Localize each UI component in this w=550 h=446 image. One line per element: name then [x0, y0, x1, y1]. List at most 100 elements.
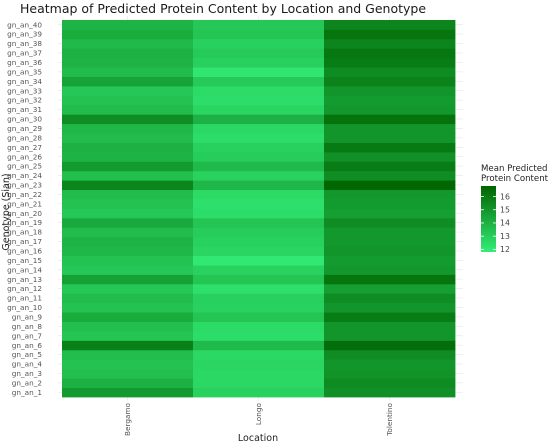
- y-tick-gn_an_31: gn_an_31: [7, 105, 42, 114]
- cell-Longo-gn_an_27: [193, 142, 325, 153]
- cell-Tolentino-gn_an_31: [324, 104, 456, 115]
- x-tick-Longo: Longo: [254, 402, 263, 425]
- legend-color-bar: [481, 186, 496, 252]
- y-tick-gn_an_3: gn_an_3: [12, 369, 43, 378]
- y-tick-gn_an_12: gn_an_12: [7, 284, 42, 293]
- cell-Tolentino-gn_an_1: [324, 387, 456, 398]
- cell-Tolentino-gn_an_27: [324, 142, 456, 153]
- legend-tick-13: 13: [500, 232, 510, 241]
- y-tick-gn_an_36: gn_an_36: [7, 58, 42, 67]
- cell-Bergamo-gn_an_23: [62, 180, 194, 191]
- y-tick-gn_an_2: gn_an_2: [12, 378, 42, 387]
- cell-Bergamo-gn_an_39: [62, 29, 194, 40]
- cell-Tolentino-gn_an_32: [324, 95, 456, 106]
- legend-tick-16: 16: [500, 192, 510, 201]
- cell-Longo-gn_an_20: [193, 208, 325, 219]
- cell-Tolentino-gn_an_38: [324, 38, 456, 49]
- cell-Bergamo-gn_an_38: [62, 38, 194, 49]
- y-tick-gn_an_29: gn_an_29: [7, 124, 42, 133]
- legend-title-line-2: Protein Content: [481, 174, 549, 184]
- cell-Longo-gn_an_6: [193, 340, 325, 351]
- cell-Tolentino-gn_an_4: [324, 359, 456, 370]
- cell-Longo-gn_an_35: [193, 67, 325, 77]
- y-tick-gn_an_8: gn_an_8: [12, 322, 43, 331]
- cell-Tolentino-gn_an_11: [324, 293, 456, 304]
- y-tick-gn_an_21: gn_an_21: [7, 199, 42, 208]
- cell-Bergamo-gn_an_32: [62, 95, 194, 106]
- cell-Tolentino-gn_an_28: [324, 133, 456, 143]
- cell-Longo-gn_an_26: [193, 151, 325, 162]
- cell-Longo-gn_an_28: [193, 133, 325, 143]
- cell-Longo-gn_an_19: [193, 217, 325, 228]
- cell-Bergamo-gn_an_40: [62, 20, 194, 30]
- cell-Tolentino-gn_an_2: [324, 378, 456, 388]
- cell-Tolentino-gn_an_30: [324, 114, 456, 125]
- cell-Longo-gn_an_16: [193, 246, 325, 257]
- y-tick-gn_an_11: gn_an_11: [7, 294, 42, 303]
- cell-Longo-gn_an_11: [193, 293, 325, 304]
- cell-Bergamo-gn_an_30: [62, 114, 194, 125]
- cell-Tolentino-gn_an_14: [324, 265, 456, 275]
- y-tick-gn_an_39: gn_an_39: [7, 30, 42, 39]
- cell-Bergamo-gn_an_21: [62, 199, 194, 209]
- cell-Bergamo-gn_an_18: [62, 227, 194, 238]
- cell-Tolentino-gn_an_7: [324, 331, 456, 341]
- cell-Longo-gn_an_4: [193, 359, 325, 370]
- cell-Tolentino-gn_an_16: [324, 246, 456, 257]
- legend-tick-15: 15: [500, 205, 510, 214]
- cell-Bergamo-gn_an_5: [62, 349, 194, 360]
- legend-tick-14: 14: [500, 219, 510, 228]
- y-tick-gn_an_40: gn_an_40: [7, 20, 42, 29]
- cell-Bergamo-gn_an_33: [62, 85, 194, 96]
- cell-Longo-gn_an_21: [193, 199, 325, 209]
- cell-Longo-gn_an_25: [193, 161, 325, 172]
- cell-Bergamo-gn_an_24: [62, 170, 194, 181]
- heatmap-cells: [62, 20, 456, 398]
- color-legend: Mean Predicted Protein Content 121314151…: [481, 164, 549, 254]
- y-tick-labels: gn_an_1gn_an_2gn_an_3gn_an_4gn_an_5gn_an…: [7, 20, 42, 397]
- cell-Longo-gn_an_33: [193, 85, 325, 96]
- cell-Bergamo-gn_an_1: [62, 387, 194, 398]
- y-tick-gn_an_17: gn_an_17: [7, 237, 42, 246]
- x-tick-labels: Bergamo Longo Tolentino: [123, 402, 394, 436]
- y-tick-gn_an_32: gn_an_32: [7, 96, 42, 105]
- y-tick-gn_an_34: gn_an_34: [7, 77, 42, 86]
- y-tick-gn_an_38: gn_an_38: [7, 39, 42, 48]
- cell-Tolentino-gn_an_19: [324, 217, 456, 228]
- cell-Bergamo-gn_an_11: [62, 293, 194, 304]
- y-tick-gn_an_4: gn_an_4: [12, 360, 43, 369]
- cell-Longo-gn_an_31: [193, 104, 325, 115]
- cell-Tolentino-gn_an_26: [324, 151, 456, 162]
- cell-Bergamo-gn_an_12: [62, 283, 194, 294]
- cell-Tolentino-gn_an_21: [324, 199, 456, 209]
- cell-Bergamo-gn_an_3: [62, 368, 194, 379]
- cell-Tolentino-gn_an_34: [324, 76, 456, 87]
- cell-Tolentino-gn_an_8: [324, 321, 456, 332]
- cell-Tolentino-gn_an_29: [324, 123, 456, 134]
- cell-Tolentino-gn_an_5: [324, 349, 456, 360]
- cell-Tolentino-gn_an_40: [324, 20, 456, 30]
- y-tick-gn_an_6: gn_an_6: [12, 341, 43, 350]
- cell-Bergamo-gn_an_19: [62, 217, 194, 228]
- cell-Tolentino-gn_an_13: [324, 274, 456, 285]
- cell-Longo-gn_an_38: [193, 38, 325, 49]
- cell-Bergamo-gn_an_20: [62, 208, 194, 219]
- y-tick-gn_an_19: gn_an_19: [7, 218, 42, 227]
- cell-Tolentino-gn_an_17: [324, 236, 456, 247]
- y-tick-gn_an_24: gn_an_24: [7, 171, 42, 180]
- legend-tick-12: 12: [500, 245, 510, 254]
- cell-Bergamo-gn_an_2: [62, 378, 194, 388]
- cell-Longo-gn_an_22: [193, 189, 325, 200]
- cell-Longo-gn_an_1: [193, 387, 325, 398]
- cell-Bergamo-gn_an_14: [62, 265, 194, 275]
- cell-Longo-gn_an_17: [193, 236, 325, 247]
- y-tick-gn_an_5: gn_an_5: [12, 350, 42, 359]
- cell-Tolentino-gn_an_37: [324, 48, 456, 59]
- cell-Longo-gn_an_37: [193, 48, 325, 59]
- cell-Longo-gn_an_13: [193, 274, 325, 285]
- cell-Tolentino-gn_an_35: [324, 67, 456, 77]
- cell-Bergamo-gn_an_36: [62, 57, 194, 68]
- y-tick-gn_an_33: gn_an_33: [7, 86, 42, 95]
- y-tick-gn_an_35: gn_an_35: [7, 67, 42, 76]
- y-tick-gn_an_27: gn_an_27: [7, 143, 42, 152]
